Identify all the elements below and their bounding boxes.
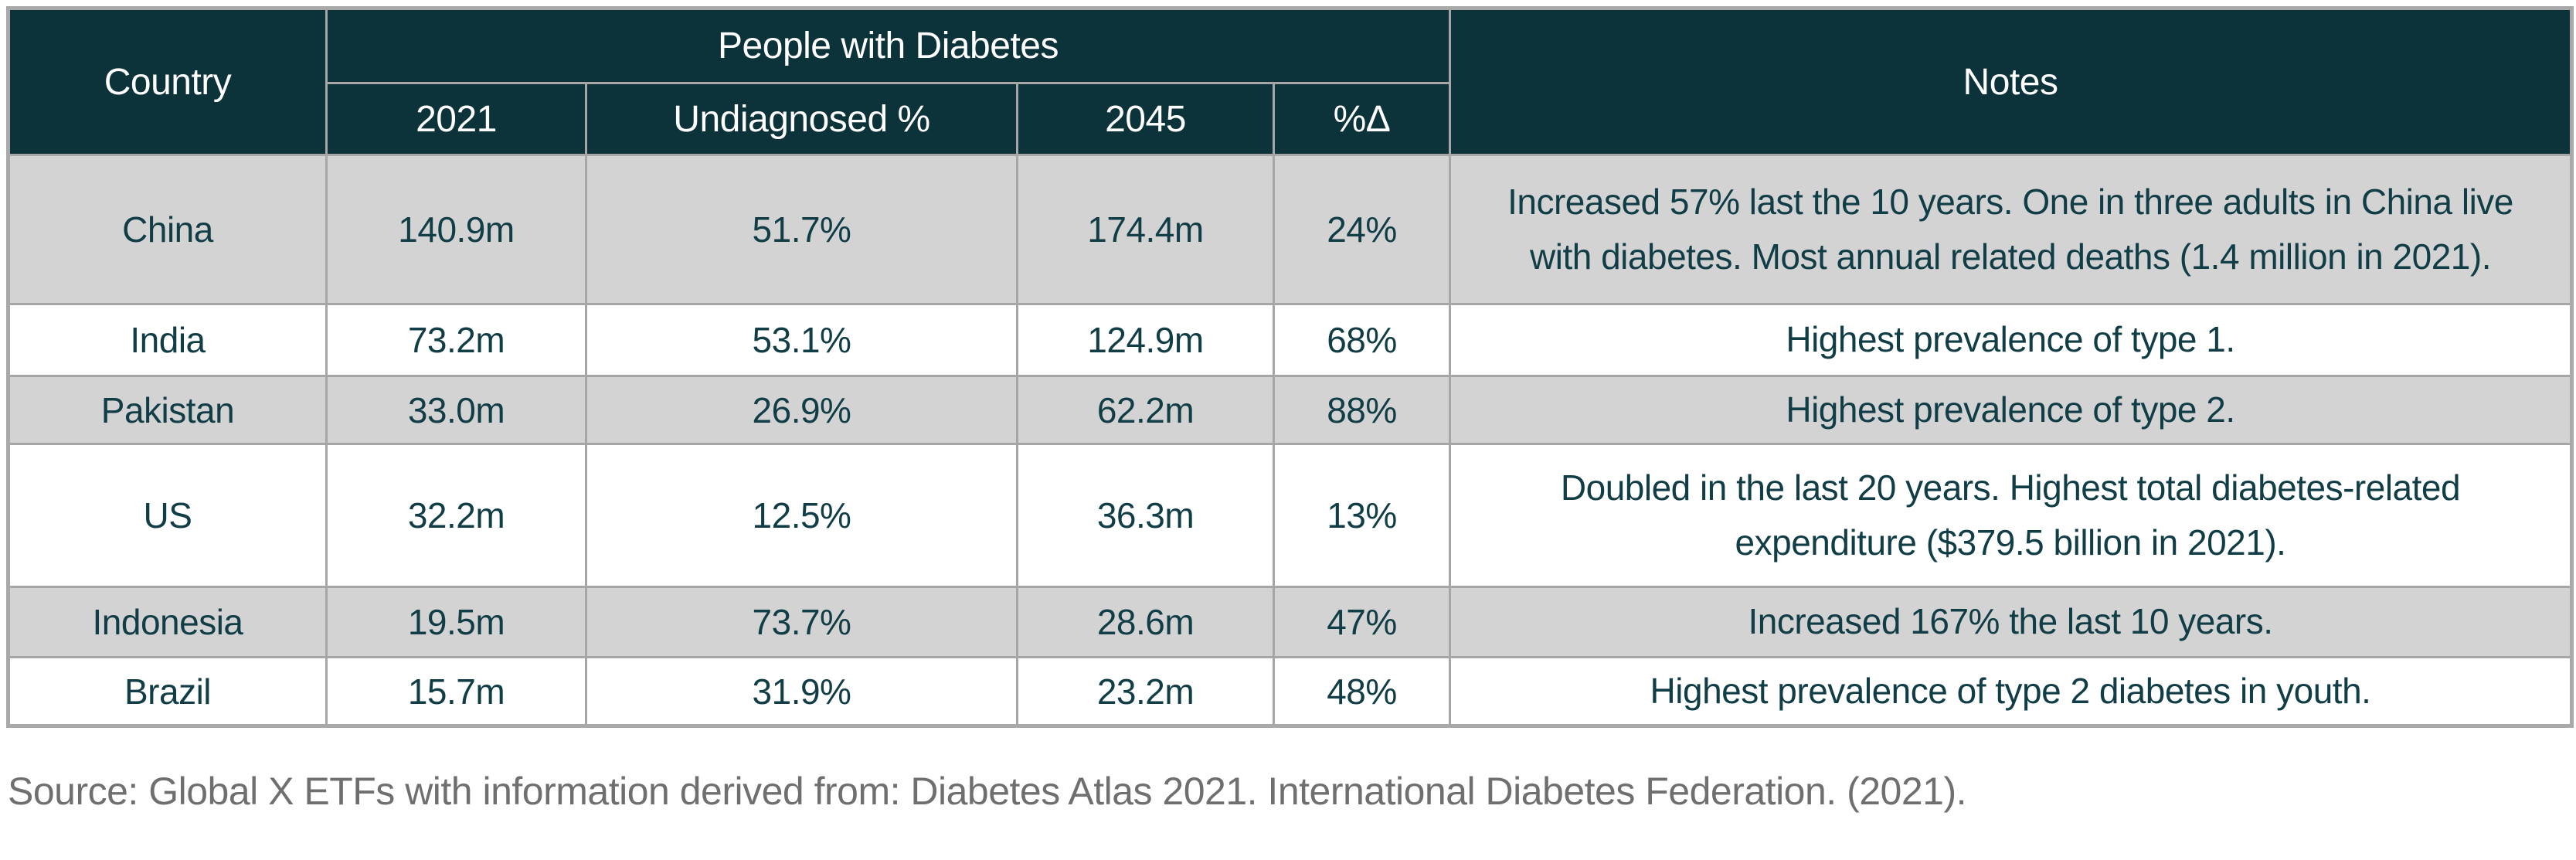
country-cell: India <box>7 303 328 377</box>
table-body: China 140.9m 51.7% 174.4m 24% Increased … <box>7 154 2573 727</box>
y2021-cell: 32.2m <box>325 443 587 588</box>
notes-cell: Highest prevalence of type 1. <box>1449 303 2573 377</box>
note-text: Doubled in the last 20 years. Highest to… <box>1560 467 2461 563</box>
y2021-cell: 140.9m <box>325 154 587 305</box>
y2045-cell: 23.2m <box>1016 656 1275 727</box>
y2021-cell: 19.5m <box>325 586 587 658</box>
undiagnosed-cell: 53.1% <box>585 303 1018 377</box>
country-cell: Indonesia <box>7 586 328 658</box>
header-row-top: Country People with Diabetes Notes <box>7 7 2573 156</box>
undiagnosed-cell: 12.5% <box>585 443 1018 588</box>
country-cell: Pakistan <box>7 375 328 445</box>
header-notes: Notes <box>1449 7 2573 156</box>
note-text: Highest prevalence of type 2 diabetes in… <box>1650 670 2371 711</box>
note-text: Increased 57% last the 10 years. One in … <box>1507 181 2513 277</box>
notes-cell: Highest prevalence of type 2 diabetes in… <box>1449 656 2573 727</box>
y2045-cell: 36.3m <box>1016 443 1275 588</box>
header-2021: 2021 <box>325 82 587 156</box>
delta-cell: 48% <box>1273 656 1451 727</box>
table-row-china: China 140.9m 51.7% 174.4m 24% Increased … <box>7 154 2573 305</box>
header-row-sub: 2021 Undiagnosed % 2045 %Δ <box>8 82 2572 156</box>
table-row-us: US 32.2m 12.5% 36.3m 13% Doubled in the … <box>7 443 2573 588</box>
notes-cell: Doubled in the last 20 years. Highest to… <box>1449 443 2573 588</box>
y2021-cell: 15.7m <box>325 656 587 727</box>
delta-cell: 24% <box>1273 154 1451 305</box>
undiagnosed-cell: 31.9% <box>585 656 1018 727</box>
y2021-cell: 73.2m <box>325 303 587 377</box>
notes-cell: Highest prevalence of type 2. <box>1449 375 2573 445</box>
table-row-pakistan: Pakistan 33.0m 26.9% 62.2m 88% Highest p… <box>7 375 2573 445</box>
y2045-cell: 174.4m <box>1016 154 1275 305</box>
table-row-brazil: Brazil 15.7m 31.9% 23.2m 48% Highest pre… <box>7 656 2573 727</box>
delta-cell: 88% <box>1273 375 1451 445</box>
note-text: Highest prevalence of type 1. <box>1786 319 2235 360</box>
undiagnosed-cell: 51.7% <box>585 154 1018 305</box>
country-cell: China <box>7 154 328 305</box>
header-delta: %Δ <box>1273 82 1451 156</box>
notes-cell: Increased 57% last the 10 years. One in … <box>1449 154 2573 305</box>
country-cell: Brazil <box>7 656 328 727</box>
source-attribution: Source: Global X ETFs with information d… <box>8 770 1967 813</box>
y2045-cell: 28.6m <box>1016 586 1275 658</box>
header-2045: 2045 <box>1016 82 1275 156</box>
header-country: Country <box>7 7 328 156</box>
table-row-india: India 73.2m 53.1% 124.9m 68% Highest pre… <box>7 303 2573 377</box>
delta-cell: 68% <box>1273 303 1451 377</box>
delta-cell: 13% <box>1273 443 1451 588</box>
note-text: Highest prevalence of type 2. <box>1786 389 2235 430</box>
note-text: Increased 167% the last 10 years. <box>1748 601 2273 642</box>
table-header: Country People with Diabetes Notes 2021 … <box>7 7 2573 156</box>
y2045-cell: 62.2m <box>1016 375 1275 445</box>
undiagnosed-cell: 73.7% <box>585 586 1018 658</box>
country-cell: US <box>7 443 328 588</box>
header-undiagnosed: Undiagnosed % <box>585 82 1018 156</box>
delta-cell: 47% <box>1273 586 1451 658</box>
diabetes-table: Country People with Diabetes Notes 2021 … <box>6 6 2574 728</box>
undiagnosed-cell: 26.9% <box>585 375 1018 445</box>
table-row-indonesia: Indonesia 19.5m 73.7% 28.6m 47% Increase… <box>7 586 2573 658</box>
y2045-cell: 124.9m <box>1016 303 1275 377</box>
notes-cell: Increased 167% the last 10 years. <box>1449 586 2573 658</box>
y2021-cell: 33.0m <box>325 375 587 445</box>
header-group-people-with-diabetes: People with Diabetes <box>325 7 1451 84</box>
